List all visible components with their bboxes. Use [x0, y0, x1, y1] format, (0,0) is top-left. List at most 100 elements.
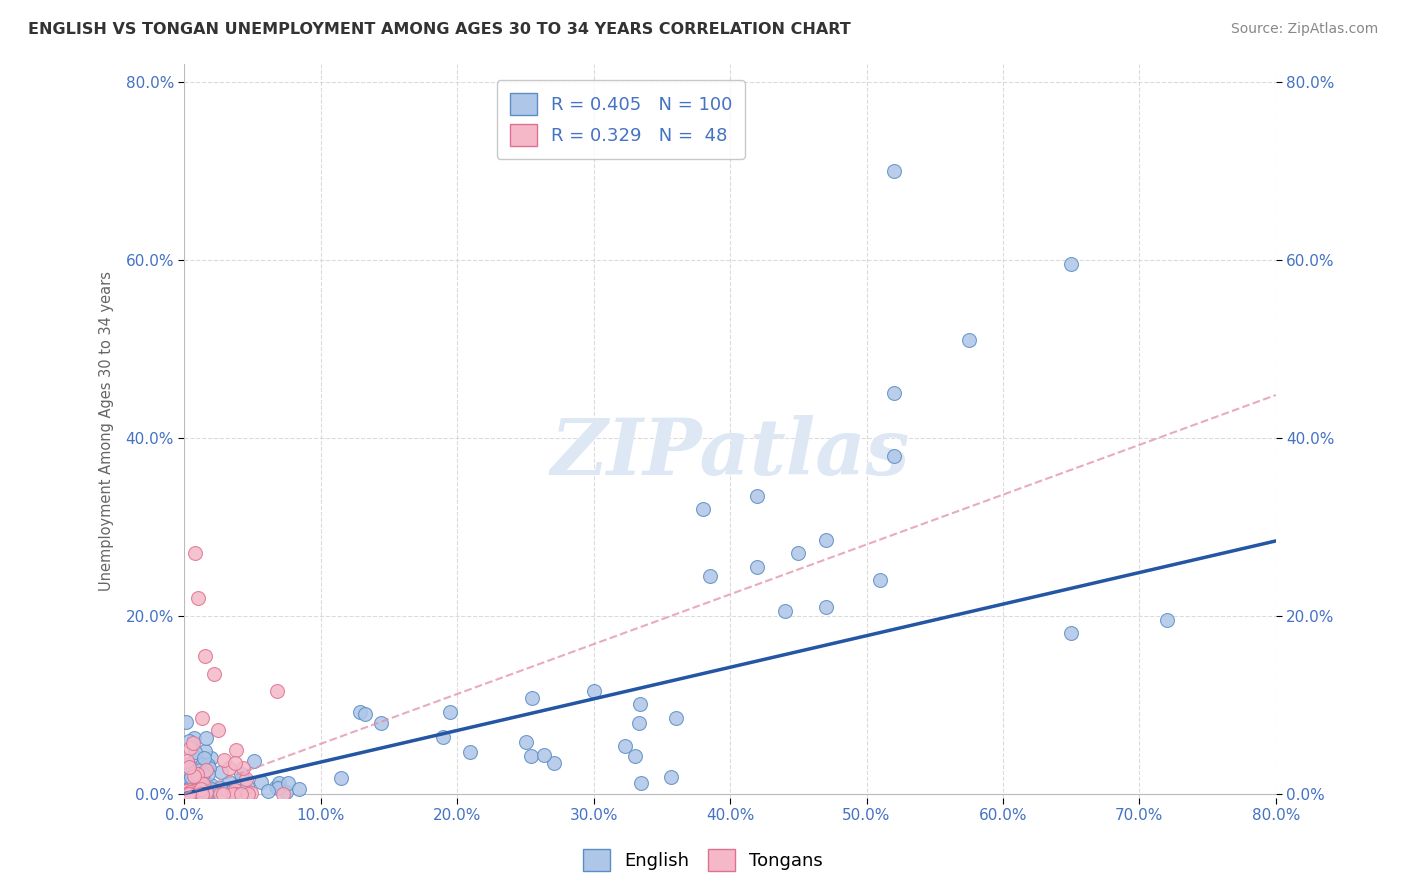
Point [187, 787, 209, 801]
Point [187, 766, 209, 780]
Point [202, 666, 225, 681]
Point [176, 787, 198, 801]
Point [330, 771, 353, 785]
Point [177, 783, 200, 797]
Point [217, 785, 239, 799]
Text: ENGLISH VS TONGAN UNEMPLOYMENT AMONG AGES 30 TO 34 YEARS CORRELATION CHART: ENGLISH VS TONGAN UNEMPLOYMENT AMONG AGE… [28, 22, 851, 37]
Point [287, 781, 309, 796]
Point [235, 772, 257, 786]
Point [200, 779, 222, 793]
Point [218, 774, 240, 789]
Point [208, 781, 231, 796]
Point [236, 780, 259, 794]
Point [177, 785, 200, 799]
Point [186, 749, 208, 764]
Point [181, 736, 204, 750]
Point [582, 684, 605, 698]
Point [458, 745, 481, 759]
Point [174, 769, 197, 783]
Point [225, 787, 247, 801]
Point [195, 781, 218, 796]
Point [174, 758, 197, 772]
Point [232, 772, 254, 786]
Point [183, 784, 205, 798]
Point [179, 765, 201, 780]
Point [628, 697, 651, 711]
Point [191, 784, 214, 798]
Point [747, 489, 769, 503]
Point [224, 783, 246, 797]
Point [269, 776, 291, 790]
Point [229, 787, 252, 801]
Point [179, 760, 201, 774]
Point [624, 748, 647, 763]
Point [184, 546, 207, 560]
Point [180, 787, 202, 801]
Point [176, 787, 198, 801]
Point [218, 785, 240, 799]
Point [187, 591, 209, 605]
Point [195, 785, 218, 799]
Point [207, 723, 229, 737]
Point [630, 776, 652, 790]
Point [187, 786, 209, 800]
Point [699, 568, 721, 582]
Point [179, 740, 201, 755]
Point [183, 769, 205, 783]
Point [186, 776, 208, 790]
Point [197, 784, 219, 798]
Point [190, 779, 212, 793]
Text: Source: ZipAtlas.com: Source: ZipAtlas.com [1230, 22, 1378, 37]
Point [519, 748, 541, 763]
Point [232, 761, 254, 775]
Point [193, 766, 215, 780]
Point [190, 763, 212, 777]
Point [239, 786, 262, 800]
Point [257, 784, 280, 798]
Point [190, 710, 212, 724]
Point [229, 767, 252, 781]
Point [180, 776, 202, 790]
Point [184, 787, 207, 801]
Point [208, 787, 231, 801]
Point [266, 684, 288, 698]
Point [235, 782, 257, 797]
Point [177, 757, 200, 772]
Point [193, 777, 215, 791]
Point [869, 573, 891, 587]
Legend: English, Tongans: English, Tongans [576, 842, 830, 879]
Point [179, 734, 201, 748]
Point [188, 777, 211, 791]
Point [180, 780, 202, 794]
Point [229, 775, 252, 789]
Point [439, 705, 461, 719]
Point [354, 707, 377, 722]
Point [179, 787, 201, 801]
Point [193, 750, 215, 764]
Point [174, 786, 197, 800]
Point [209, 764, 232, 779]
Point [194, 763, 217, 777]
Point [174, 779, 197, 793]
Point [659, 770, 682, 784]
Point [179, 785, 201, 799]
Text: ZIPatlas: ZIPatlas [550, 415, 910, 491]
Point [200, 782, 222, 797]
Point [236, 787, 259, 801]
Point [515, 735, 537, 749]
Point [197, 766, 219, 780]
Point [218, 761, 240, 775]
Point [180, 787, 202, 801]
Legend: R = 0.405   N = 100, R = 0.329   N =  48: R = 0.405 N = 100, R = 0.329 N = 48 [496, 80, 745, 159]
Point [219, 786, 242, 800]
Point [212, 787, 235, 801]
Point [883, 386, 905, 401]
Point [191, 787, 214, 801]
Point [200, 781, 222, 796]
Point [533, 747, 555, 762]
Point [190, 757, 212, 772]
Point [174, 761, 197, 775]
Point [520, 690, 543, 705]
Point [814, 599, 837, 614]
Point [628, 716, 651, 731]
